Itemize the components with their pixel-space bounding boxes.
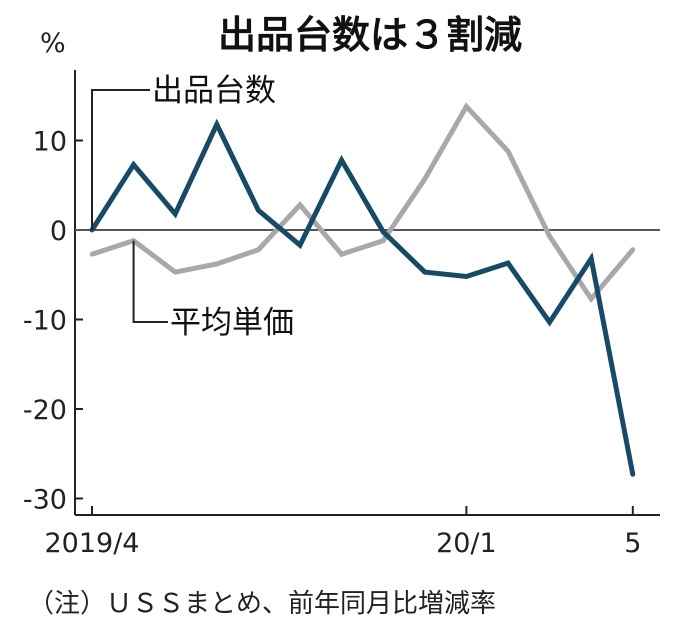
- y-tick-label: -10: [23, 306, 67, 337]
- data-point-units-listed: [588, 256, 594, 262]
- source-note: （注）ＵＳＳまとめ、前年同月比増減率: [28, 589, 496, 619]
- y-tick-label: 10: [33, 127, 67, 158]
- legend-label-avg-price: 平均単価: [170, 305, 294, 341]
- data-point-units-listed: [131, 162, 137, 168]
- callout-line-units-listed: [91, 89, 150, 230]
- y-tick-label: -30: [23, 485, 67, 516]
- data-point-avg-price: [588, 296, 594, 302]
- data-point-avg-price: [339, 251, 344, 257]
- data-point-avg-price: [172, 269, 178, 275]
- data-point-units-listed: [422, 269, 428, 275]
- y-axis-unit: %: [40, 28, 66, 59]
- data-point-units-listed: [256, 207, 261, 213]
- data-point-units-listed: [297, 242, 303, 248]
- data-point-avg-price: [297, 202, 303, 208]
- data-point-avg-price: [89, 251, 95, 257]
- data-point-avg-price: [256, 247, 261, 253]
- data-point-avg-price: [380, 238, 386, 244]
- x-tick-label: 2019/4: [45, 528, 140, 559]
- data-point-units-listed: [547, 319, 552, 325]
- data-point-avg-price: [547, 233, 552, 239]
- data-point-units-listed: [380, 229, 386, 235]
- y-tick-label: 0: [50, 216, 67, 247]
- data-point-avg-price: [214, 261, 220, 267]
- data-point-units-listed: [464, 274, 469, 279]
- data-point-avg-price: [422, 176, 428, 182]
- data-point-units-listed: [214, 121, 220, 127]
- x-tick-label: 5: [624, 528, 641, 559]
- chart-title: 出品台数は３割減: [218, 13, 522, 57]
- series-line-units-listed: [89, 118, 636, 475]
- y-tick-label: -20: [23, 395, 67, 426]
- data-point-avg-price: [505, 148, 511, 154]
- data-point-avg-price: [464, 104, 469, 109]
- legend-label-units-listed: 出品台数: [152, 73, 276, 109]
- data-point-units-listed: [172, 211, 178, 217]
- data-point-avg-price: [630, 247, 636, 253]
- callout-line-avg-price: [132, 240, 168, 323]
- x-tick-label: 20/1: [436, 528, 497, 559]
- data-point-units-listed: [505, 260, 511, 266]
- series-line-avg-price: [91, 102, 635, 304]
- data-point-units-listed: [630, 471, 636, 477]
- data-point-units-listed: [339, 157, 344, 163]
